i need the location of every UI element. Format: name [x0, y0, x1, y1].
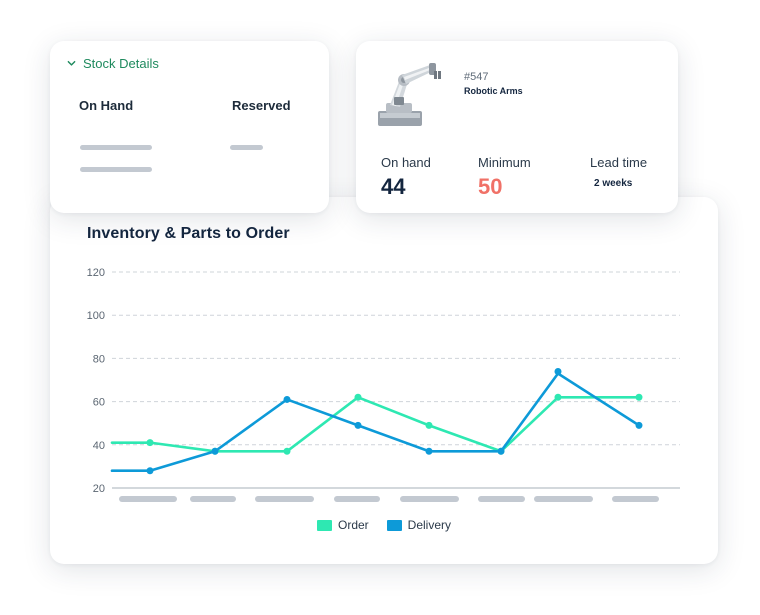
placeholder-bar: [80, 145, 152, 150]
robotic-arm-image: [378, 63, 441, 126]
data-point-order: [425, 421, 433, 429]
data-point-delivery: [211, 447, 219, 455]
on-hand-value: 44: [381, 174, 406, 199]
data-point-order: [635, 393, 643, 401]
data-point-delivery: [425, 447, 433, 455]
data-point-order: [146, 439, 154, 447]
y-tick-label: 100: [87, 310, 105, 322]
part-number: #547: [464, 71, 489, 83]
chart-legend: Order Delivery: [50, 518, 718, 532]
lead-time-label: Lead time: [590, 155, 648, 170]
minimum-value: 50: [478, 174, 503, 199]
legend-item-delivery[interactable]: Delivery: [386, 518, 452, 532]
on-hand-column-label: On Hand: [79, 98, 134, 113]
placeholder-bar: [80, 167, 152, 172]
data-point-order: [554, 393, 562, 401]
stock-details-toggle[interactable]: Stock Details: [67, 56, 159, 71]
data-point-delivery: [354, 421, 362, 429]
part-name: Robotic Arms: [464, 86, 523, 96]
data-point-delivery: [146, 467, 154, 475]
chevron-down-icon: [67, 60, 76, 66]
stock-details-label: Stock Details: [83, 56, 159, 71]
data-point-order: [283, 447, 291, 455]
series-line-order: [110, 395, 641, 453]
legend-swatch-order: [316, 519, 332, 531]
data-point-delivery: [497, 447, 505, 455]
y-tick-label: 40: [93, 440, 105, 452]
legend-item-order[interactable]: Order: [316, 518, 369, 532]
data-point-delivery: [283, 395, 291, 403]
y-tick-label: 80: [93, 353, 105, 365]
chart-plot: 20 40 60 80 100 120: [87, 267, 680, 502]
on-hand-label: On hand: [381, 155, 431, 170]
reserved-column-label: Reserved: [232, 98, 291, 113]
legend-label-delivery: Delivery: [407, 518, 452, 532]
legend-label-order: Order: [337, 518, 369, 532]
part-summary-card: #547 Robotic Arms On hand 44 Minimum 50 …: [356, 41, 678, 213]
placeholder-bar: [230, 145, 263, 150]
series-line-delivery: [110, 372, 641, 473]
data-point-delivery: [635, 421, 643, 429]
chart-title: Inventory & Parts to Order: [87, 225, 290, 242]
data-point-order: [354, 393, 362, 401]
legend-swatch-delivery: [386, 519, 402, 531]
inventory-chart-card: 20 40 60 80 100 120 Inventory & Parts to Orde…: [50, 197, 718, 564]
lead-time-value: 2 weeks: [594, 178, 633, 189]
minimum-label: Minimum: [478, 155, 531, 170]
y-tick-label: 20: [93, 483, 105, 495]
data-point-delivery: [554, 368, 562, 376]
y-tick-label: 60: [93, 397, 105, 409]
y-tick-label: 120: [87, 267, 105, 279]
stock-details-card: Stock Details On Hand Reserved: [50, 41, 329, 213]
